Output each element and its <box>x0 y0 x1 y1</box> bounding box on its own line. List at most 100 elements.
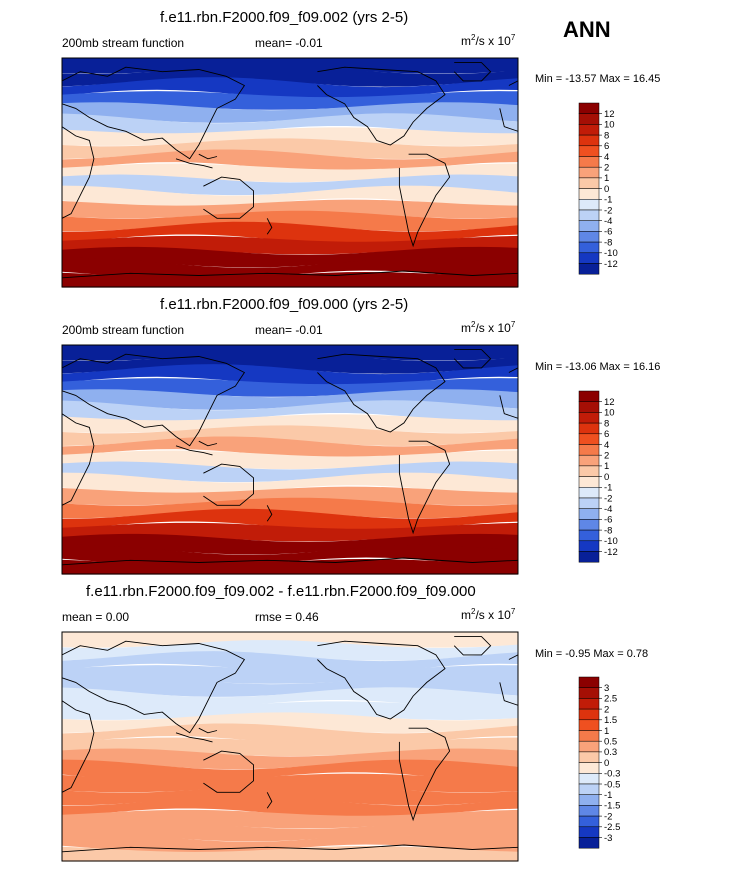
map-panel-3 <box>61 631 519 865</box>
coastline <box>453 62 492 82</box>
colorbar-tick-label: 12 <box>604 109 615 120</box>
coastline <box>61 557 519 566</box>
colorbar-tick-label: -6 <box>604 227 612 238</box>
field-band <box>62 533 518 555</box>
colorbar-box <box>578 156 600 168</box>
panel-1-title: f.e11.rbn.F2000.f09_f09.002 (yrs 2-5) <box>160 9 409 26</box>
field-band <box>62 759 518 783</box>
colorbar-box <box>578 805 600 817</box>
field-band <box>62 632 518 648</box>
panel-2-title: f.e11.rbn.F2000.f09_f09.000 (yrs 2-5) <box>160 296 409 313</box>
colorbar-box <box>578 220 600 232</box>
colorbar-box <box>578 551 600 563</box>
colorbar-box <box>578 231 600 243</box>
coastline <box>453 349 492 369</box>
colorbar-tick-label: -1.5 <box>604 801 620 812</box>
coastline <box>61 640 246 734</box>
field-band <box>62 77 518 100</box>
colorbar-box <box>578 751 600 763</box>
colorbar-tick-label: -1 <box>604 483 612 494</box>
colorbar-tick-label: 6 <box>604 429 609 440</box>
panel-2-minmax: Min = -13.06 Max = 16.16 <box>535 361 661 373</box>
colorbar-tick-label: 1.5 <box>604 715 617 726</box>
colorbar-tick-label: -8 <box>604 525 612 536</box>
colorbar-tick-label: 0 <box>604 472 609 483</box>
field-band <box>62 486 518 506</box>
field-band <box>62 389 518 410</box>
colorbar-tick-label: 2.5 <box>604 694 617 705</box>
field-band <box>62 235 518 255</box>
field-band <box>62 58 518 74</box>
colorbar-box <box>578 740 600 753</box>
field-band <box>62 845 518 865</box>
coastline <box>61 700 95 793</box>
field-band <box>62 676 518 697</box>
coastline <box>266 505 273 522</box>
panel-1-mean: mean= -0.01 <box>255 36 323 50</box>
field-band <box>62 199 518 219</box>
colorbar-box <box>578 252 600 264</box>
colorbar-box <box>578 241 600 254</box>
map-panel-1 <box>61 57 519 291</box>
field-bands <box>62 632 518 865</box>
colorbar-tick-label: 8 <box>604 130 609 141</box>
colorbar-tick-label: -8 <box>604 237 612 248</box>
colorbar-tick-label: -2.5 <box>604 822 620 833</box>
field-band <box>62 723 518 747</box>
season-label: ANN <box>563 17 611 42</box>
colorbar-tick-label: -4 <box>604 504 612 515</box>
colorbar-tick-label: 2 <box>604 704 609 715</box>
field-band <box>62 809 518 829</box>
coastline <box>317 66 446 146</box>
field-band <box>62 102 518 123</box>
field-band <box>62 185 518 209</box>
field-band <box>62 246 518 268</box>
colorbar-box <box>578 497 600 509</box>
colorbar-tick-label: 3 <box>604 683 609 694</box>
colorbar-box <box>578 177 600 189</box>
coastlines <box>61 636 519 853</box>
field-band <box>62 221 518 245</box>
colorbar-box <box>578 762 600 774</box>
colorbar-box <box>578 422 600 435</box>
coastline <box>398 440 451 535</box>
colorbar-box <box>578 540 600 552</box>
field-band <box>62 414 518 433</box>
panel-3-rmse: rmse = 0.46 <box>255 610 319 624</box>
coastlines <box>61 349 519 566</box>
colorbar-tick-label: -12 <box>604 259 618 270</box>
colorbar-tick-label: -4 <box>604 216 612 227</box>
field-band <box>62 345 518 361</box>
field-band <box>62 773 518 793</box>
colorbar-tick-label: -0.5 <box>604 779 620 790</box>
panel-1-field-label: 200mb stream function <box>62 36 185 50</box>
field-band <box>62 687 518 710</box>
colorbar-tick-label: -10 <box>604 536 618 547</box>
coastline <box>61 353 246 447</box>
colorbar-panel-3: 32.521.510.50.30-0.3-0.5-1-1.5-2-2.5-3 <box>578 676 620 849</box>
colorbar-box <box>578 390 600 402</box>
coastline <box>203 176 254 219</box>
panel-3-units: m2/s x 107 <box>461 607 516 622</box>
colorbar-tick-label: 8 <box>604 418 609 429</box>
colorbar-box <box>578 444 600 456</box>
colorbar-tick-label: 1 <box>604 726 609 737</box>
field-band <box>62 461 518 483</box>
map-frame <box>61 631 519 862</box>
panel-3-mean: mean = 0.00 <box>62 610 130 624</box>
colorbar-box <box>578 730 600 742</box>
colorbar-tick-label: 4 <box>604 152 609 163</box>
colorbar-tick-label: -6 <box>604 515 612 526</box>
coastlines <box>61 62 519 279</box>
colorbar-box <box>578 465 600 477</box>
colorbar-tick-label: 0 <box>604 758 609 769</box>
field-band <box>62 271 518 291</box>
coastline <box>175 158 213 169</box>
colorbar-box <box>578 794 600 806</box>
coastline <box>198 440 218 447</box>
coastline <box>175 445 213 456</box>
panel-3-minmax: Min = -0.95 Max = 0.78 <box>535 648 649 660</box>
colorbar-box <box>578 773 600 785</box>
colorbar-box <box>578 113 600 125</box>
field-band <box>62 127 518 146</box>
